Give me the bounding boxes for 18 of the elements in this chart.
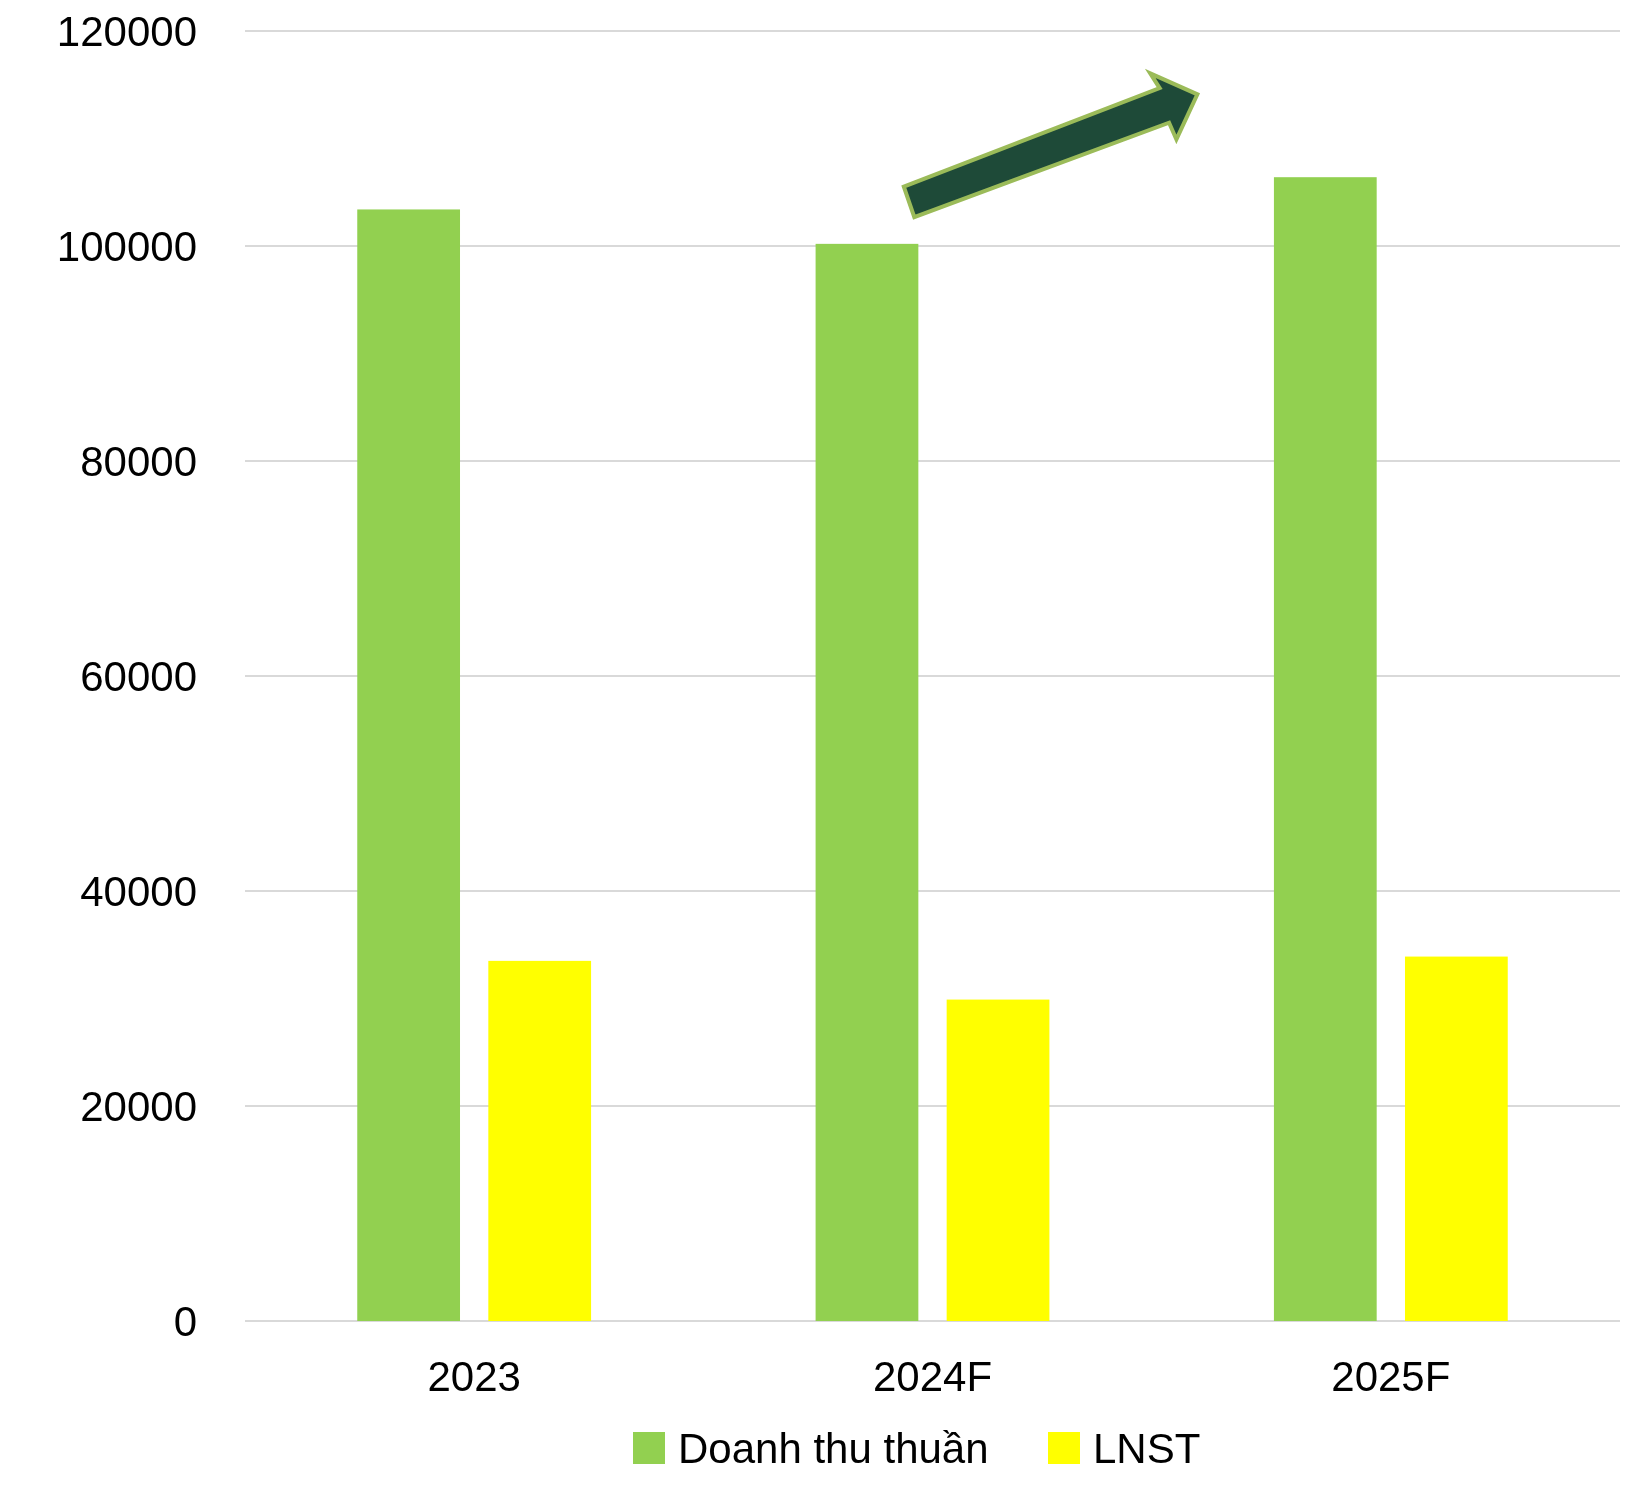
- y-tick-label: 0: [173, 1297, 197, 1345]
- legend-label: LNST: [1093, 1424, 1201, 1472]
- bar: [946, 999, 1050, 1321]
- y-tick-label: 20000: [80, 1082, 197, 1130]
- bar: [488, 960, 592, 1321]
- y-tick-label: 60000: [80, 652, 197, 700]
- x-tick-label: 2025F: [1331, 1353, 1451, 1400]
- bar: [1273, 177, 1377, 1321]
- bar: [357, 209, 461, 1321]
- bar: [815, 243, 919, 1321]
- y-tick-label: 120000: [56, 7, 197, 55]
- legend-label: Doanh thu thuần: [678, 1424, 989, 1472]
- x-tick-label: 2023: [427, 1353, 521, 1400]
- y-tick-label: 80000: [80, 437, 197, 485]
- x-tick-label: 2024F: [872, 1353, 993, 1400]
- y-tick-label: 100000: [56, 222, 197, 270]
- bar: [1404, 956, 1508, 1321]
- y-tick-label: 40000: [80, 867, 197, 915]
